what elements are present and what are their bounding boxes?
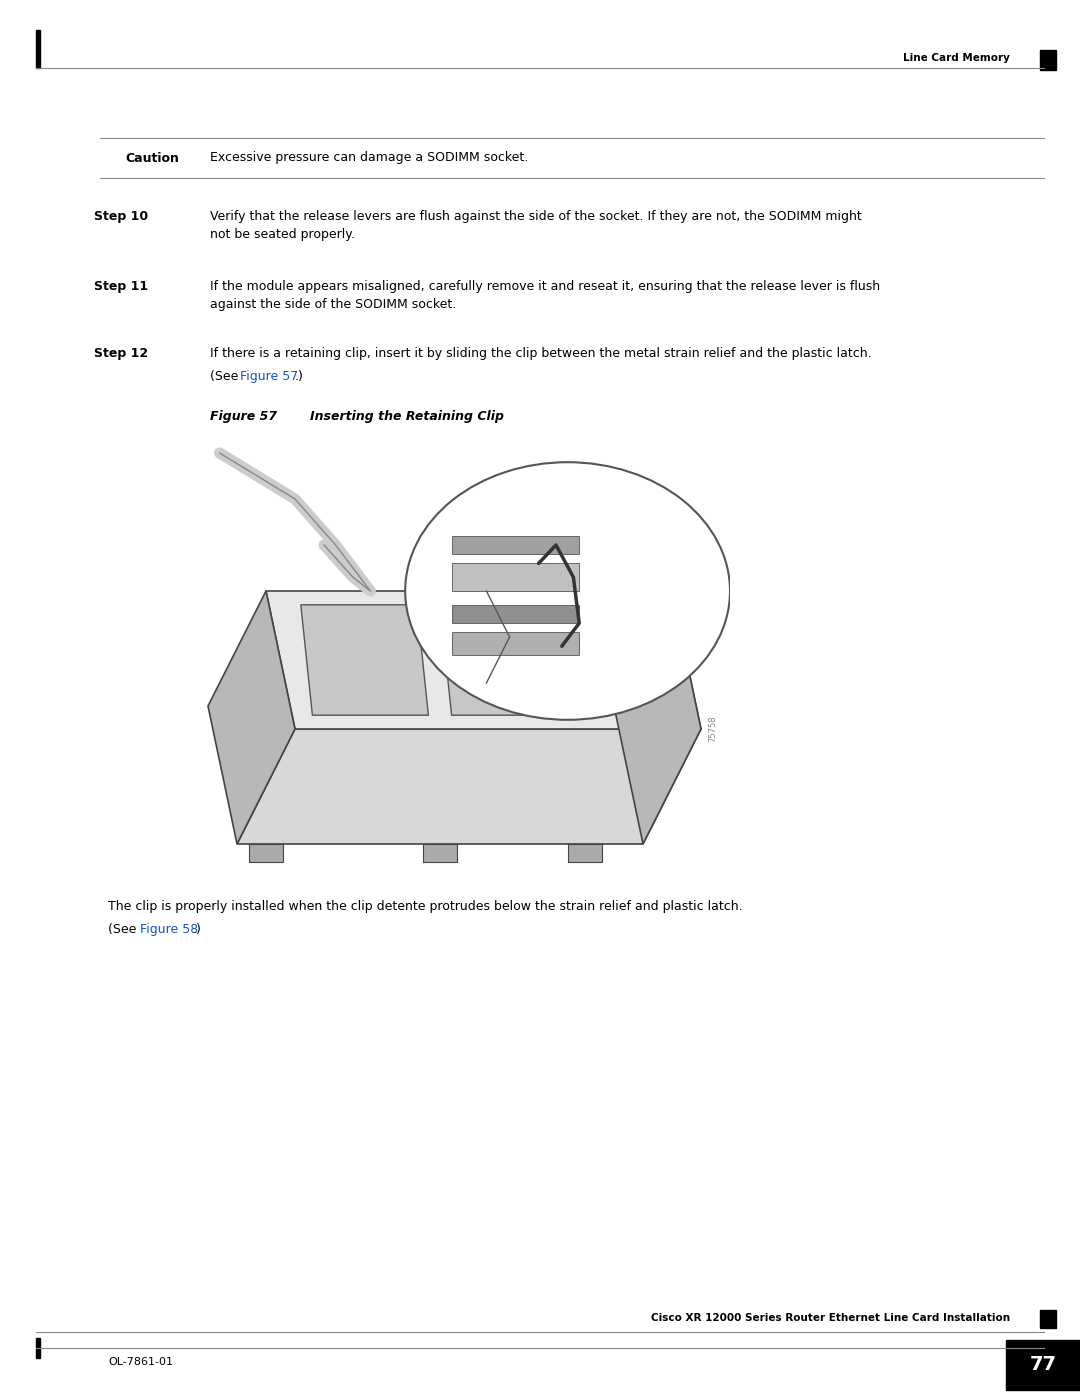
Polygon shape [440,605,568,715]
Circle shape [405,462,730,719]
Bar [451,605,579,623]
Text: Cisco XR 12000 Series Router Ethernet Line Card Installation: Cisco XR 12000 Series Router Ethernet Li… [651,1313,1010,1323]
Bar [1040,1310,1056,1329]
Text: Inserting the Retaining Clip: Inserting the Retaining Clip [310,409,504,423]
Text: (See: (See [210,370,242,383]
Text: Caution: Caution [125,151,179,165]
Text: .): .) [193,923,202,936]
Polygon shape [208,591,295,844]
Polygon shape [237,729,701,844]
Text: 75758: 75758 [708,715,717,742]
Polygon shape [568,844,603,862]
Bar [36,29,40,68]
Text: (See: (See [108,923,140,936]
Text: Figure 57: Figure 57 [240,370,298,383]
Text: The clip is properly installed when the clip detente protrudes below the strain : The clip is properly installed when the … [108,900,743,914]
Bar [451,536,579,555]
Text: OL-7861-01: OL-7861-01 [108,1356,173,1368]
Bar [451,563,579,591]
Bar [451,633,579,655]
Text: Step 10: Step 10 [94,210,148,224]
Text: .): .) [295,370,303,383]
Polygon shape [422,844,458,862]
Text: If there is a retaining clip, insert it by sliding the clip between the metal st: If there is a retaining clip, insert it … [210,346,872,360]
Text: If the module appears misaligned, carefully remove it and reseat it, ensuring th: If the module appears misaligned, carefu… [210,279,880,312]
Bar [36,1338,40,1358]
Bar [1005,1340,1080,1390]
Polygon shape [248,844,283,862]
Polygon shape [615,591,701,844]
Text: Step 11: Step 11 [94,279,148,293]
Polygon shape [266,591,701,729]
Text: Figure 57: Figure 57 [210,409,278,423]
Text: Verify that the release levers are flush against the side of the socket. If they: Verify that the release levers are flush… [210,210,862,242]
Polygon shape [301,605,429,715]
Text: Line Card Memory: Line Card Memory [903,53,1010,63]
Text: 77: 77 [1029,1355,1056,1375]
Bar [1040,50,1056,70]
Text: Figure 58: Figure 58 [140,923,199,936]
Text: Step 12: Step 12 [94,346,148,360]
Text: Excessive pressure can damage a SODIMM socket.: Excessive pressure can damage a SODIMM s… [210,151,528,165]
